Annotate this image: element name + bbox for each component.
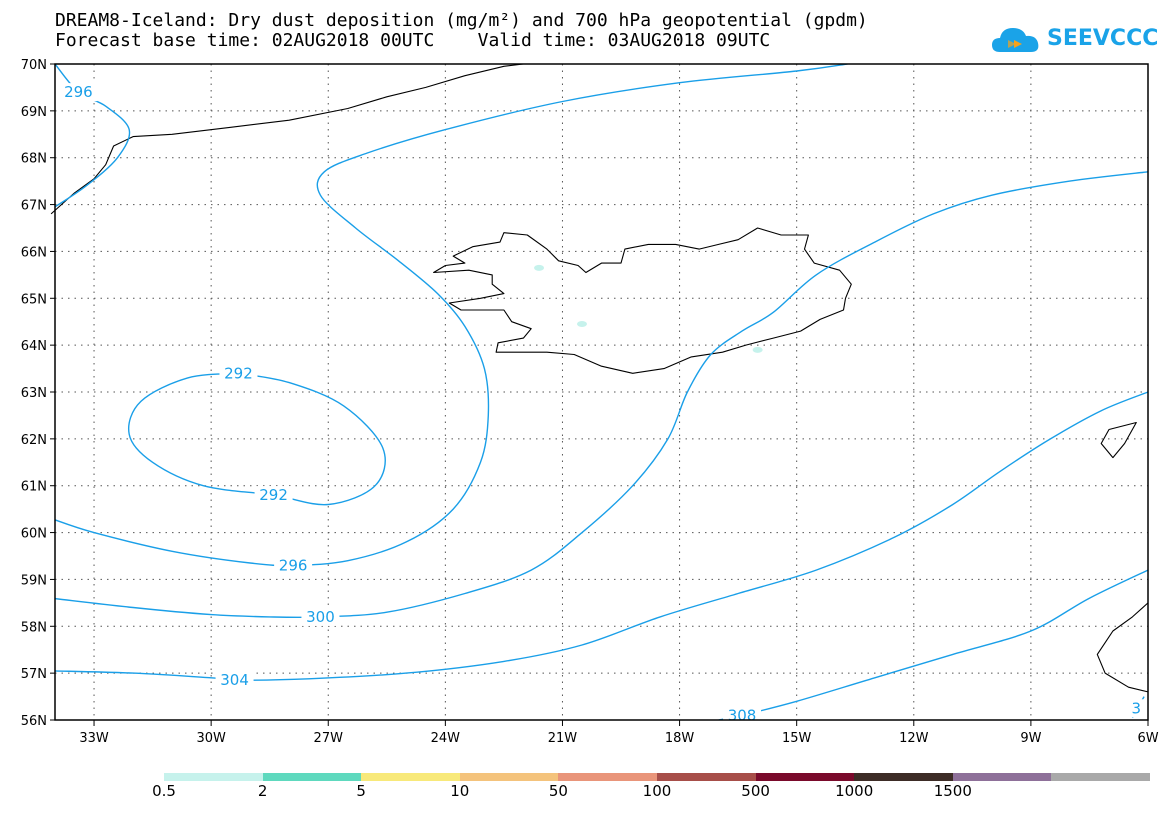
colorbar-swatch	[1051, 773, 1151, 781]
dust-deposition	[534, 264, 763, 353]
map-subtitle: Forecast base time: 02AUG2018 00UTC Vali…	[55, 30, 771, 51]
lon-tick-label: 9W	[1020, 731, 1041, 746]
contour-label: 300	[306, 608, 335, 626]
colorbar-label: 5	[356, 782, 366, 800]
cloud-icon	[992, 28, 1039, 52]
contour-label-bg	[219, 364, 258, 383]
axis-ticks: 33W 30W 27W 24W 21W 18W 15W 12W 9W 6W 70N 69N 68N 67N…	[21, 58, 1159, 746]
colorbar-label: 2	[257, 782, 268, 800]
lat-tick-label: 63N	[21, 386, 47, 401]
colorbar-label: 500	[741, 782, 770, 800]
contour-label: 296	[64, 83, 93, 101]
colorbar-swatch	[164, 773, 264, 781]
contour-label-bg	[254, 486, 293, 505]
contour-label: 308	[728, 706, 757, 724]
contour-label: 292	[224, 364, 253, 382]
colorbar-swatch	[361, 773, 461, 781]
colorbar-label: 10	[450, 782, 470, 800]
colorbar-swatch	[854, 773, 954, 781]
lon-tick-label: 33W	[79, 731, 109, 746]
lon-tick-label: 12W	[899, 731, 929, 746]
geopotential-contours: 292 292 296 296 300 304 308 3	[55, 64, 1156, 725]
lat-tick-label: 69N	[21, 105, 47, 120]
contour-label: 296	[279, 556, 308, 574]
seevccc-logo: SEEVCCC	[990, 22, 1160, 58]
lon-tick-label: 6W	[1137, 731, 1158, 746]
lat-tick-label: 61N	[21, 480, 47, 495]
contour-label-bg	[59, 83, 98, 102]
lat-tick-label: 62N	[21, 433, 47, 448]
contour-label-bg	[215, 671, 254, 690]
dust-spot	[576, 321, 587, 328]
contour-label: 304	[220, 671, 249, 689]
coastline-scotland-north	[1100, 421, 1137, 459]
contour-label: 3	[1132, 699, 1142, 717]
logo-text: SEEVCCC	[1047, 26, 1159, 51]
contour-300	[55, 171, 1148, 619]
colorbar-swatch	[657, 773, 757, 781]
lon-tick-label: 24W	[431, 731, 461, 746]
lon-tick-label: 30W	[196, 731, 226, 746]
lat-tick-label: 64N	[21, 339, 47, 354]
lon-tick-label: 15W	[782, 731, 812, 746]
lon-tick-label: 18W	[665, 731, 695, 746]
colorbar-label: 100	[642, 782, 672, 800]
colorbar-label: 0.5	[152, 782, 176, 800]
lat-tick-label: 56N	[21, 714, 47, 729]
lat-tick-label: 58N	[21, 620, 47, 635]
colorbar-swatch	[952, 773, 1052, 781]
map-title: DREAM8-Iceland: Dry dust deposition (mg/…	[55, 10, 868, 31]
lat-tick-label: 59N	[21, 573, 47, 588]
colorbar-swatch	[755, 773, 855, 781]
contour-label-bg	[274, 556, 313, 575]
coastline-greenland	[50, 63, 524, 215]
contour-label-bg	[301, 607, 340, 626]
coastline-iceland	[433, 227, 852, 374]
colorbar-swatch	[558, 773, 658, 781]
lon-tick-label: 27W	[314, 731, 344, 746]
colorbar-swatch	[262, 773, 362, 781]
lat-tick-label: 66N	[21, 245, 47, 260]
lat-tick-label: 65N	[21, 292, 47, 307]
lat-tick-label: 68N	[21, 152, 47, 167]
lat-tick-label: 67N	[21, 199, 47, 214]
lat-tick-label: 70N	[21, 58, 47, 73]
contour-label: 292	[259, 486, 288, 504]
dust-spot	[752, 346, 763, 353]
colorbar-label: 1000	[835, 782, 874, 800]
dust-spot	[534, 264, 545, 271]
contour-label-bg	[1117, 699, 1156, 718]
lat-tick-label: 60N	[21, 527, 47, 542]
colorbar-label: 50	[548, 782, 568, 800]
coastline-scotland-south	[1096, 602, 1149, 693]
lon-tick-label: 21W	[548, 731, 578, 746]
lat-tick-label: 57N	[21, 667, 47, 682]
colorbar-swatch	[459, 773, 559, 781]
colorbar-label: 1500	[933, 782, 972, 800]
coastlines	[50, 63, 1149, 693]
